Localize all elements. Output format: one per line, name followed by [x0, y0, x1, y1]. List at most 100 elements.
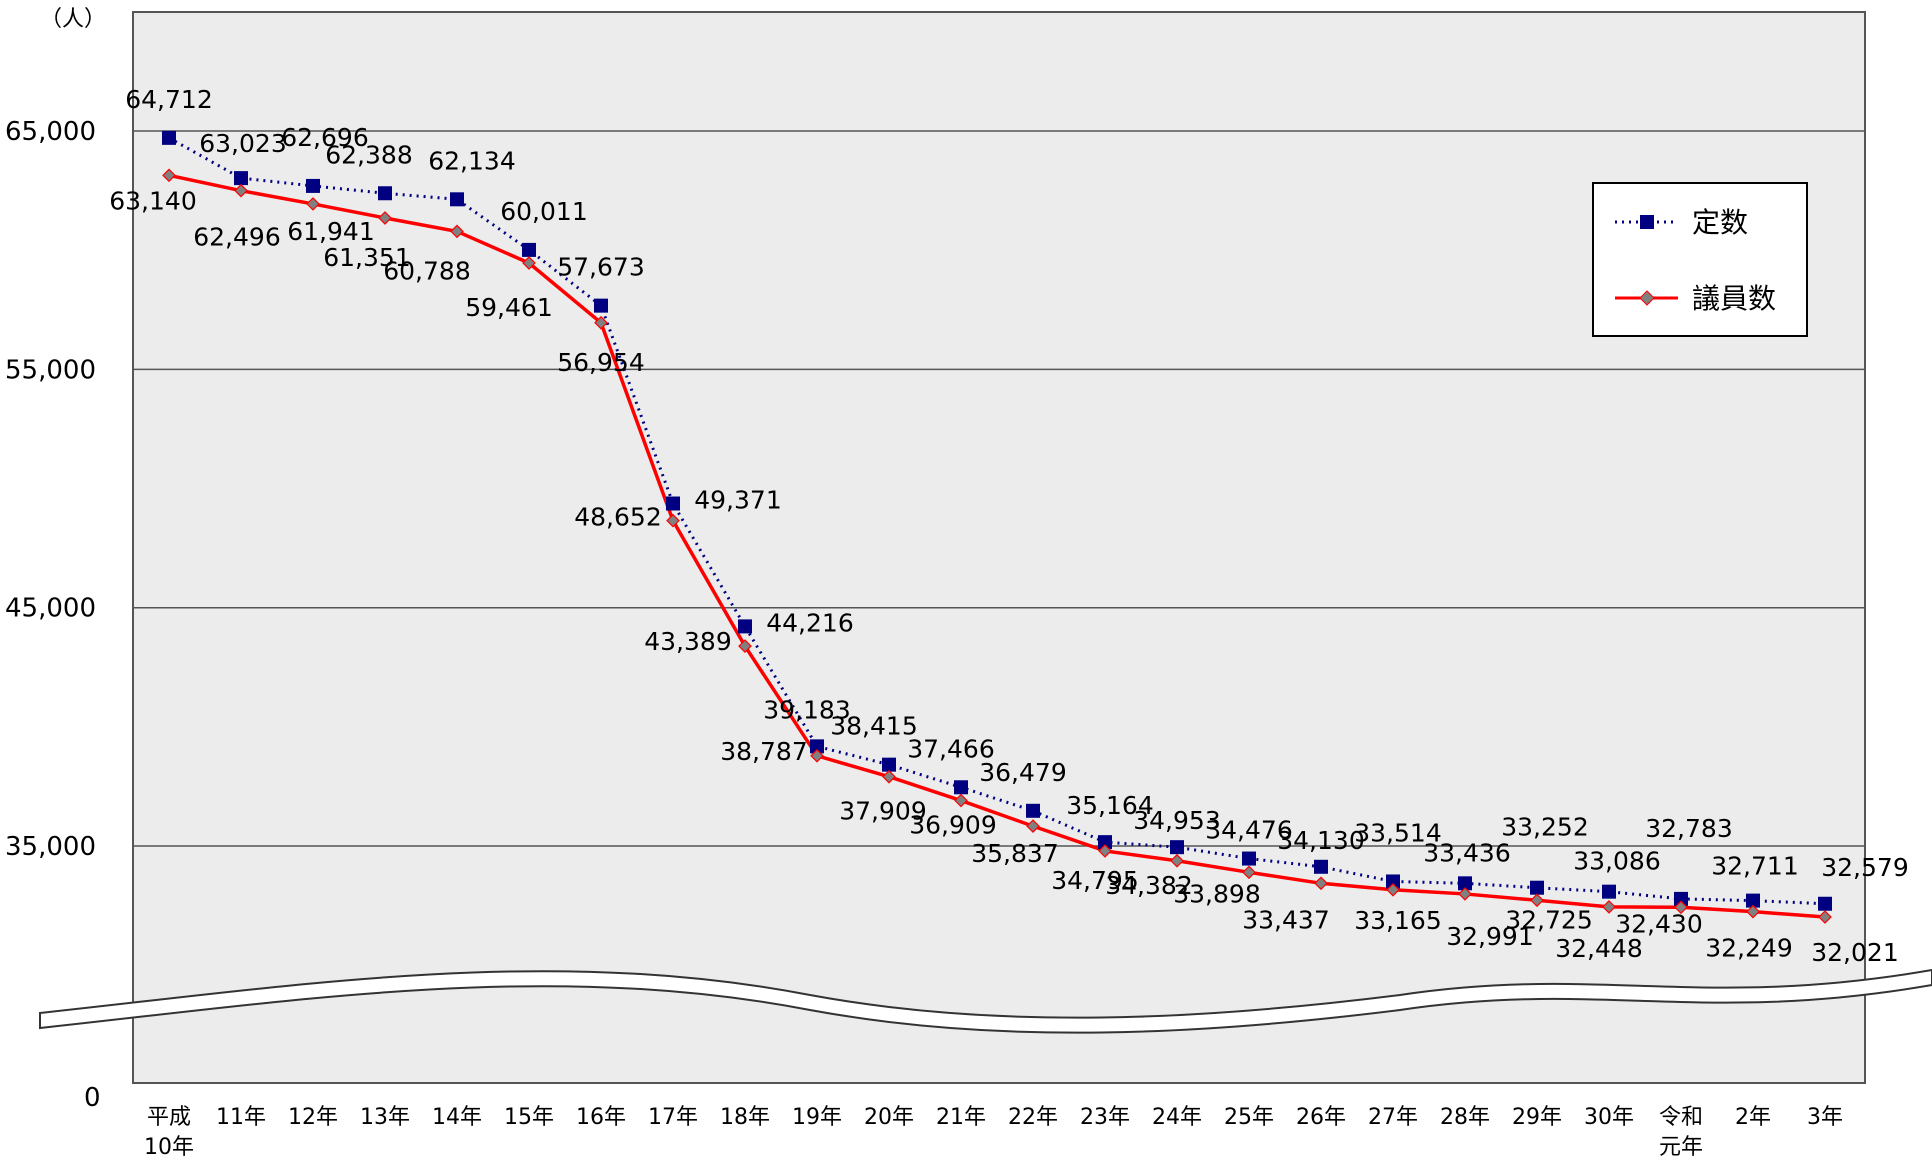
legend-box — [1592, 182, 1808, 337]
data-label-teisuu: 33,436 — [1423, 838, 1510, 867]
x-tick-label: 18年 — [720, 1105, 770, 1130]
data-point-giinsuu — [594, 315, 608, 330]
data-point-teisuu — [882, 757, 896, 772]
data-label-giinsuu: 59,461 — [465, 293, 552, 322]
data-label-giinsuu: 61,941 — [287, 217, 374, 246]
data-label-teisuu: 39,183 — [763, 695, 850, 724]
data-label-giinsuu: 56,954 — [557, 348, 644, 377]
data-point-teisuu — [666, 496, 680, 511]
x-tick-label: 13年 — [360, 1105, 410, 1130]
x-tick-label: 22年 — [1008, 1105, 1058, 1130]
data-point-teisuu — [1818, 896, 1832, 911]
data-label-teisuu: 32,711 — [1711, 852, 1798, 881]
x-tick-label: 11年 — [216, 1105, 266, 1130]
data-label-teisuu: 49,371 — [694, 486, 781, 515]
y-tick-label: 65,000 — [5, 117, 96, 147]
legend-marker-teisuu — [1640, 215, 1654, 229]
data-label-giinsuu: 32,725 — [1505, 905, 1592, 934]
x-tick-label: 15年 — [504, 1105, 554, 1130]
data-label-teisuu: 33,252 — [1501, 813, 1588, 842]
data-point-teisuu — [594, 298, 608, 313]
data-point-giinsuu — [810, 748, 824, 763]
data-point-teisuu — [1674, 891, 1688, 906]
data-label-giinsuu: 62,496 — [193, 223, 280, 252]
data-point-teisuu — [450, 192, 464, 207]
data-point-giinsuu — [1746, 904, 1760, 919]
data-label-giinsuu: 32,448 — [1555, 934, 1642, 963]
data-point-teisuu — [1314, 859, 1328, 874]
data-label-giinsuu: 36,909 — [909, 811, 996, 840]
data-label-giinsuu: 37,909 — [839, 797, 926, 826]
axis-break — [39, 968, 1932, 1034]
data-point-teisuu — [1098, 835, 1112, 850]
data-point-giinsuu — [954, 793, 968, 808]
data-point-giinsuu — [1602, 900, 1616, 914]
data-label-giinsuu: 33,165 — [1354, 906, 1441, 935]
data-point-giinsuu — [1242, 865, 1256, 880]
data-label-teisuu: 57,673 — [557, 253, 644, 282]
data-label-giinsuu: 38,787 — [720, 737, 807, 766]
data-point-giinsuu — [1098, 844, 1112, 858]
x-tick-label: 2年 — [1735, 1105, 1771, 1130]
x-tick-label: 元年 — [1659, 1135, 1703, 1159]
data-point-giinsuu — [234, 183, 248, 198]
data-label-giinsuu: 32,991 — [1446, 922, 1533, 951]
data-point-giinsuu — [306, 197, 320, 211]
legend-label-giinsuu: 議員数 — [1692, 282, 1776, 315]
data-label-teisuu: 44,216 — [766, 608, 853, 637]
x-tick-label: 28年 — [1440, 1105, 1490, 1130]
data-label-giinsuu: 63,140 — [109, 186, 196, 215]
data-label-teisuu: 64,712 — [125, 85, 212, 114]
data-point-giinsuu — [666, 513, 680, 528]
data-point-teisuu — [306, 178, 320, 193]
x-tick-label: 23年 — [1080, 1105, 1130, 1130]
legend-marker-giinsuu — [1639, 290, 1655, 306]
legend: 定数 議員数 — [1592, 182, 1808, 337]
data-point-teisuu — [378, 186, 392, 201]
data-label-teisuu: 33,514 — [1354, 818, 1441, 847]
data-point-giinsuu — [1530, 893, 1544, 908]
data-point-teisuu — [1530, 880, 1544, 895]
data-point-teisuu — [1026, 803, 1040, 818]
data-point-giinsuu — [1674, 900, 1688, 915]
x-tick-label: 19年 — [792, 1105, 842, 1130]
x-tick-label: 平成 — [147, 1105, 191, 1130]
x-tick-label: 16年 — [576, 1105, 626, 1130]
legend-label-teisuu: 定数 — [1692, 206, 1748, 239]
data-label-teisuu: 35,164 — [1066, 791, 1153, 820]
data-label-teisuu: 60,011 — [500, 197, 587, 226]
data-label-giinsuu: 32,021 — [1811, 938, 1898, 967]
data-point-teisuu — [1170, 840, 1184, 855]
data-point-giinsuu — [162, 168, 176, 183]
data-point-giinsuu — [378, 211, 392, 225]
data-point-giinsuu — [1386, 882, 1400, 897]
x-tick-label: 27年 — [1368, 1105, 1418, 1130]
data-point-giinsuu — [1026, 819, 1040, 833]
data-point-giinsuu — [738, 639, 752, 653]
x-tick-label: 20年 — [864, 1105, 914, 1130]
y-zero-label: 0 — [84, 1083, 101, 1113]
data-point-teisuu — [522, 242, 536, 257]
y-tick-label: 45,000 — [5, 594, 96, 624]
data-label-giinsuu: 34,382 — [1105, 871, 1192, 900]
y-tick-label: 35,000 — [5, 832, 96, 862]
data-point-giinsuu — [1314, 876, 1328, 891]
data-point-giinsuu — [1818, 910, 1832, 924]
x-tick-label: 29年 — [1512, 1105, 1562, 1130]
x-tick-label: 3年 — [1807, 1105, 1843, 1130]
data-label-giinsuu: 35,837 — [971, 839, 1058, 868]
data-label-teisuu: 34,130 — [1277, 826, 1364, 855]
x-tick-label: 26年 — [1296, 1105, 1346, 1130]
x-tick-label: 14年 — [432, 1105, 482, 1130]
data-point-teisuu — [1458, 876, 1472, 891]
data-label-giinsuu: 60,788 — [383, 256, 470, 285]
data-point-giinsuu — [522, 256, 536, 270]
data-point-giinsuu — [450, 224, 464, 239]
x-tick-label: 17年 — [648, 1105, 698, 1130]
data-point-teisuu — [1386, 874, 1400, 889]
series-line-teisuu — [168, 136, 1826, 906]
series-line-giinsuu — [168, 173, 1826, 919]
data-label-teisuu: 62,134 — [428, 146, 515, 175]
data-label-giinsuu: 61,351 — [323, 243, 410, 272]
x-tick-label: 10年 — [144, 1135, 194, 1159]
